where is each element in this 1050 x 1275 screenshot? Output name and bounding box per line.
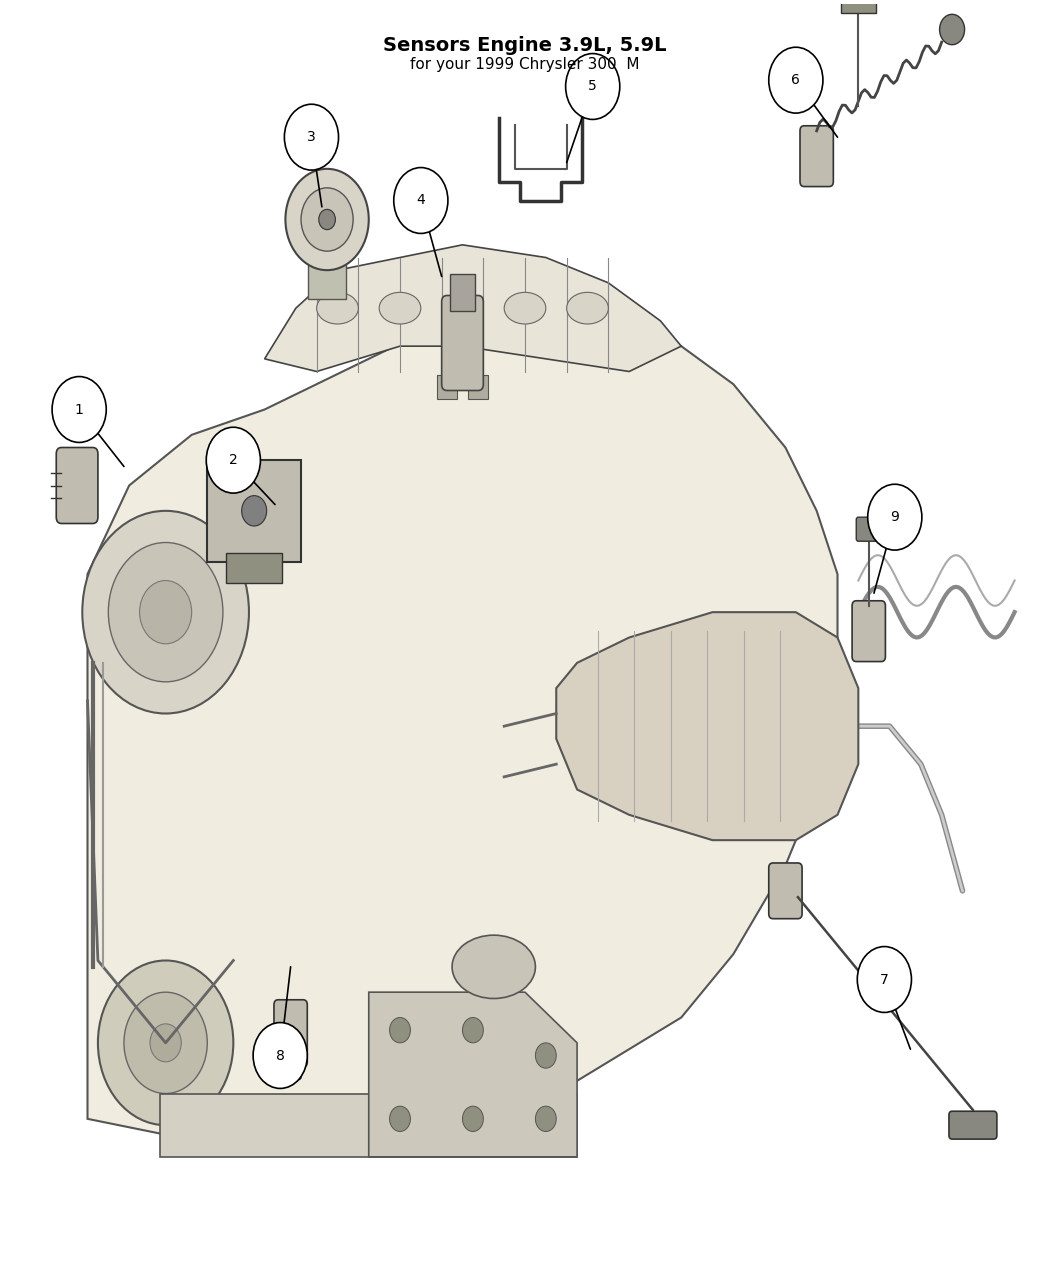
Circle shape	[536, 1107, 556, 1131]
Circle shape	[536, 1043, 556, 1068]
Ellipse shape	[567, 292, 608, 324]
Circle shape	[124, 992, 207, 1094]
FancyBboxPatch shape	[450, 274, 475, 311]
Circle shape	[206, 427, 260, 493]
FancyBboxPatch shape	[467, 375, 487, 399]
Circle shape	[253, 1023, 308, 1089]
Circle shape	[462, 1017, 483, 1043]
Circle shape	[140, 580, 192, 644]
Circle shape	[98, 960, 233, 1125]
FancyBboxPatch shape	[309, 260, 345, 300]
Circle shape	[150, 1024, 182, 1062]
Circle shape	[52, 376, 106, 442]
FancyBboxPatch shape	[57, 448, 98, 524]
Polygon shape	[556, 612, 858, 840]
Text: 7: 7	[880, 973, 888, 987]
Ellipse shape	[504, 292, 546, 324]
Circle shape	[769, 47, 823, 113]
Text: 5: 5	[588, 79, 597, 93]
FancyBboxPatch shape	[442, 296, 483, 390]
Polygon shape	[369, 992, 578, 1156]
Circle shape	[242, 496, 267, 527]
Polygon shape	[265, 245, 681, 371]
Circle shape	[462, 1107, 483, 1131]
FancyBboxPatch shape	[856, 518, 881, 541]
Circle shape	[394, 167, 448, 233]
Ellipse shape	[453, 935, 536, 998]
FancyBboxPatch shape	[207, 460, 301, 561]
Text: 4: 4	[417, 194, 425, 208]
Text: for your 1999 Chrysler 300  M: for your 1999 Chrysler 300 M	[411, 57, 639, 73]
FancyBboxPatch shape	[280, 1060, 301, 1080]
Ellipse shape	[442, 292, 483, 324]
FancyBboxPatch shape	[274, 1000, 308, 1067]
Circle shape	[319, 209, 335, 230]
Polygon shape	[87, 309, 838, 1144]
Circle shape	[390, 1017, 411, 1043]
FancyBboxPatch shape	[226, 552, 282, 583]
Polygon shape	[161, 1094, 578, 1156]
Circle shape	[566, 54, 620, 120]
Ellipse shape	[379, 292, 421, 324]
FancyBboxPatch shape	[853, 601, 885, 662]
Text: 6: 6	[792, 73, 800, 87]
Ellipse shape	[317, 292, 358, 324]
Text: 1: 1	[75, 403, 84, 417]
FancyBboxPatch shape	[949, 1112, 996, 1139]
Text: 9: 9	[890, 510, 899, 524]
Text: Sensors Engine 3.9L, 5.9L: Sensors Engine 3.9L, 5.9L	[383, 36, 667, 55]
Text: 8: 8	[276, 1048, 285, 1062]
Circle shape	[285, 105, 338, 170]
FancyBboxPatch shape	[841, 0, 876, 13]
Text: 3: 3	[307, 130, 316, 144]
Text: 2: 2	[229, 453, 237, 467]
Circle shape	[301, 187, 353, 251]
FancyBboxPatch shape	[800, 126, 834, 186]
Circle shape	[82, 511, 249, 714]
Circle shape	[286, 168, 369, 270]
Circle shape	[940, 14, 965, 45]
Circle shape	[390, 1107, 411, 1131]
FancyBboxPatch shape	[769, 863, 802, 919]
Circle shape	[857, 946, 911, 1012]
Circle shape	[867, 484, 922, 550]
FancyBboxPatch shape	[438, 375, 458, 399]
Circle shape	[108, 542, 223, 682]
